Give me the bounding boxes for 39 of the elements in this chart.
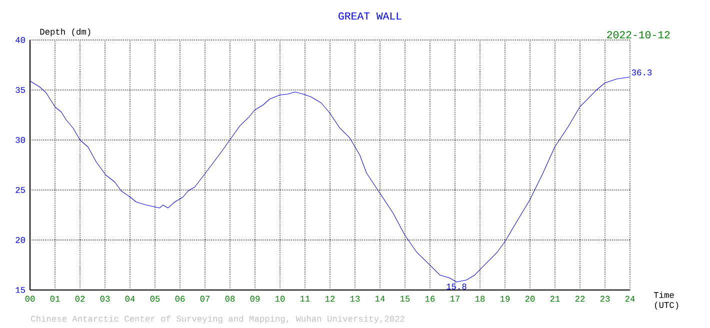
x-tick-label: 16 — [425, 296, 435, 302]
x-tick-label: 18 — [475, 296, 485, 302]
x-tick-label: 09 — [250, 296, 260, 302]
x-tick-label: 07 — [200, 296, 210, 302]
annotation: 36.3 — [632, 70, 652, 76]
y-tick-label: 25 — [16, 187, 25, 193]
x-tick-label: 24 — [625, 296, 635, 302]
x-tick-label: 02 — [75, 296, 85, 302]
x-tick-label: 06 — [175, 296, 185, 302]
annotation: 15.8 — [446, 284, 466, 290]
x-tick-label: 19 — [500, 296, 510, 302]
chart-title: GREAT WALL — [338, 12, 402, 20]
line-series — [30, 76, 630, 282]
x-tick-label: 11 — [300, 296, 310, 302]
x-tick-label: 01 — [50, 296, 60, 302]
x-tick-label: 08 — [225, 296, 235, 302]
x-tick-label: 17 — [450, 296, 460, 302]
x-tick-label: 23 — [600, 296, 610, 302]
x-tick-label: 14 — [375, 296, 385, 302]
x-tick-label: 12 — [325, 296, 335, 302]
x-tick-label: 05 — [150, 296, 160, 302]
x-tick-label: 20 — [525, 296, 535, 302]
y-axis-title: Depth (dm) — [40, 28, 90, 36]
x-tick-label: 03 — [100, 296, 110, 302]
text: Chinese Antarctic Center of Surveying and Mapping, Wuhan University,2022 — [31, 315, 404, 324]
x-tick-label: 00 — [25, 296, 35, 302]
y-tick-label: 20 — [16, 237, 25, 243]
x-tick-label: 04 — [125, 296, 135, 302]
x-tick-label: 22 — [575, 296, 585, 302]
y-tick-label: 15 — [16, 287, 25, 293]
x-tick-label: 13 — [350, 296, 360, 302]
x-axis-title: Time (UTC) — [654, 292, 678, 310]
y-tick-label: 30 — [16, 137, 25, 143]
y-tick-label: 35 — [16, 87, 25, 93]
x-tick-label: 21 — [550, 296, 560, 302]
y-tick-label: 40 — [16, 37, 25, 43]
x-tick-label: 15 — [400, 296, 410, 302]
text: 2022-10-12 — [607, 31, 670, 38]
x-tick-label: 10 — [275, 296, 285, 302]
